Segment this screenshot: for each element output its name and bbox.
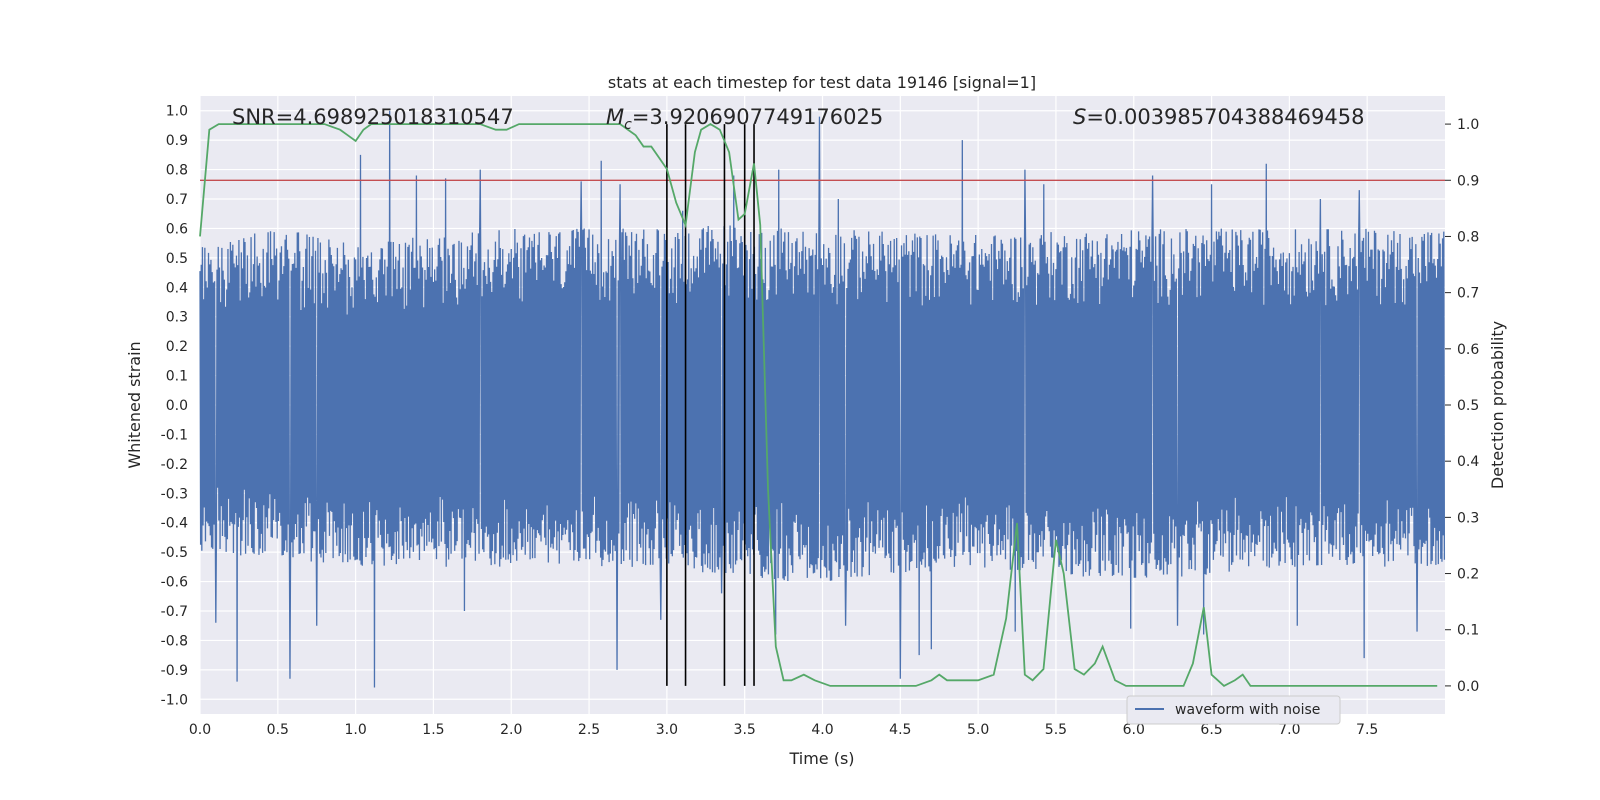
y-left-tick-label: 1.0: [166, 104, 188, 120]
score-annotation: S=0.003985704388469458: [1073, 105, 1364, 129]
chirp-mass-symbol: M: [606, 105, 624, 129]
x-tick-label: 2.0: [500, 722, 522, 738]
y-right-tick-label: 0.4: [1457, 454, 1479, 470]
score-value: =0.003985704388469458: [1086, 105, 1364, 129]
x-tick-label: 7.0: [1278, 722, 1300, 738]
y-right-tick-label: 0.9: [1457, 173, 1479, 189]
y-left-tick-label: 0.0: [166, 398, 188, 414]
axes: 0.0 0.5 1.0 1.5 2.0 2.5 3.0 3.5 4.0 4.5 5.0 5.5 6.0 6…: [161, 104, 1480, 738]
y-left-tick-label: 0.8: [166, 163, 188, 179]
y-left-tick-label: 0.6: [166, 221, 188, 237]
legend-entry: waveform with noise: [1175, 702, 1320, 718]
y-right-tick-label: 0.0: [1457, 679, 1479, 695]
y-right-tick-label: 0.5: [1457, 398, 1479, 414]
y-right-tick-label: 0.2: [1457, 567, 1479, 583]
x-tick-label: 4.0: [811, 722, 833, 738]
x-tick-label: 0.0: [189, 722, 211, 738]
y-left-tick-label: -0.8: [161, 633, 188, 649]
y-left-tick-label: 0.3: [166, 310, 188, 326]
y-left-tick-label: -0.3: [161, 486, 188, 502]
x-tick-label: 5.5: [1045, 722, 1067, 738]
waveform-series-line: [199, 110, 1446, 688]
y-left-tick-label: 0.7: [166, 192, 188, 208]
x-tick-label: 6.0: [1123, 722, 1145, 738]
x-axis-label: Time (s): [788, 749, 854, 768]
y-left-tick-label: -0.2: [161, 457, 188, 473]
x-tick-label: 5.0: [967, 722, 989, 738]
y-left-tick-label: -1.0: [161, 692, 188, 708]
x-tick-label: 7.5: [1356, 722, 1378, 738]
y-right-tick-label: 0.3: [1457, 510, 1479, 526]
legend: waveform with noise: [1126, 695, 1341, 725]
x-tick-label: 3.5: [734, 722, 756, 738]
y-axis-right-label: Detection probability: [1488, 321, 1507, 489]
y-left-tick-label: 0.4: [166, 280, 188, 296]
legend-box: [1126, 695, 1341, 725]
y-axis-left-label: Whitened strain: [125, 341, 144, 468]
x-tick-label: 4.5: [889, 722, 911, 738]
x-tick-label: 2.5: [578, 722, 600, 738]
chart-title: stats at each timestep for test data 191…: [608, 73, 1036, 92]
y-left-tick-label: -0.6: [161, 575, 188, 591]
y-left-tick-label: 0.1: [166, 369, 188, 385]
y-left-tick-label: 0.9: [166, 133, 188, 149]
plot-layer: [199, 110, 1446, 688]
chirp-mass-annotation: Mc=3.9206907749176025: [606, 105, 883, 133]
detection-probability-line: [199, 123, 1438, 687]
x-tick-label: 1.5: [422, 722, 444, 738]
x-tick-label: 1.0: [344, 722, 366, 738]
x-tick-label: 3.0: [656, 722, 678, 738]
snr-annotation: SNR=4.698925018310547: [232, 105, 514, 129]
y-right-tick-label: 1.0: [1457, 117, 1479, 133]
chirp-mass-value: =3.9206907749176025: [632, 105, 883, 129]
x-tick-label: 0.5: [267, 722, 289, 738]
chirp-mass-subscript: c: [624, 117, 632, 133]
y-right-tick-label: 0.8: [1457, 229, 1479, 245]
y-left-tick-label: -0.7: [161, 604, 188, 620]
y-left-tick-label: -0.5: [161, 545, 188, 561]
y-left-tick-label: 0.2: [166, 339, 188, 355]
y-right-tick-label: 0.1: [1457, 623, 1479, 639]
y-left-tick-label: -0.1: [161, 427, 188, 443]
score-symbol: S: [1073, 105, 1086, 129]
x-tick-label: 6.5: [1200, 722, 1222, 738]
y-left-tick-label: -0.9: [161, 663, 188, 679]
y-left-tick-label: 0.5: [166, 251, 188, 267]
y-left-tick-label: -0.4: [161, 516, 188, 532]
y-right-tick-label: 0.7: [1457, 286, 1479, 302]
y-right-tick-label: 0.6: [1457, 342, 1479, 358]
